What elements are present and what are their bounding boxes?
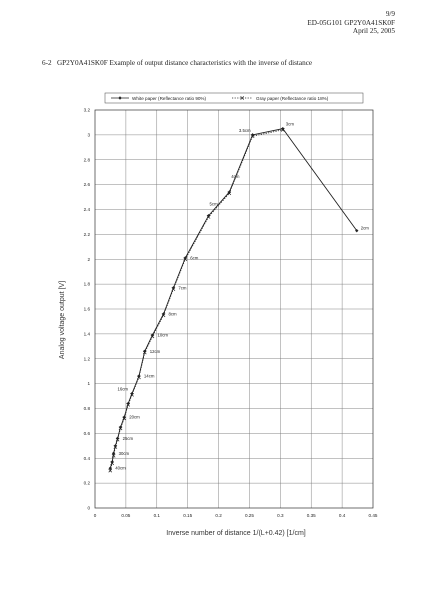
legend-white-paper: White paper (Reflectance ratio 90%) [132, 96, 207, 101]
point-label: 25cm [123, 436, 134, 441]
point-label: 7cm [178, 285, 187, 290]
y-tick-label: 2.8 [84, 157, 91, 162]
series [108, 126, 359, 473]
point-label: 5cm [210, 202, 219, 207]
x-tick-label: 0.25 [245, 513, 254, 518]
series-gray-paper [108, 128, 285, 473]
data-point [171, 287, 176, 291]
x-axis-label: Inverse number of distance 1/(L+0.42) [1… [166, 530, 306, 537]
data-point [108, 466, 112, 470]
y-tick-label: 0.2 [84, 481, 91, 486]
point-label: 20cm [129, 415, 140, 420]
data-point [280, 128, 285, 132]
data-point [111, 451, 116, 455]
plot-frame [94, 109, 374, 509]
point-label: 2cm [361, 226, 370, 231]
legend-marker-gray-paper [240, 96, 245, 100]
x-tick-label: 0.3 [277, 513, 284, 518]
legend: White paper (Reflectance ratio 90%) Gray… [104, 92, 364, 104]
document-date: April 25, 2005 [352, 27, 395, 36]
data-point [142, 350, 147, 355]
y-tick-label: 2 [87, 257, 90, 262]
grid [95, 110, 373, 508]
figure-caption: 6-2 GP2Y0A41SK0F Example of output dista… [42, 59, 312, 67]
x-tick-label: 0.35 [307, 513, 316, 518]
data-point [150, 334, 155, 339]
page-number: 9/9 [385, 10, 395, 18]
y-tick-label: 2.2 [84, 232, 91, 237]
data-point [130, 392, 134, 397]
data-point [126, 402, 131, 407]
point-label: 30cm [119, 451, 130, 456]
data-point [137, 375, 141, 380]
y-tick-label: 1.2 [84, 356, 91, 361]
series-line [109, 128, 358, 469]
data-point [115, 437, 120, 442]
legend-gray-paper: Gray paper (Reflectance ratio 18%) [256, 96, 329, 101]
data-point [281, 126, 285, 131]
y-tick-label: 1.8 [84, 282, 91, 287]
point-label: 10cm [157, 333, 168, 338]
point-label: 12cm [150, 349, 161, 354]
data-point [118, 426, 123, 431]
y-tick-label: 1 [87, 381, 90, 386]
point-label: 4cm [231, 174, 240, 179]
legend-frame [104, 92, 364, 104]
data-point [108, 468, 113, 473]
data-point [206, 215, 211, 219]
figure-title: GP2Y0A41SK0F Example of output distance … [56, 59, 313, 67]
data-point [355, 228, 359, 233]
point-label: 3cm [286, 122, 295, 127]
x-tick-label: 0.4 [339, 513, 346, 518]
y-tick-label: 0.6 [84, 431, 91, 436]
x-tick-label: 0.45 [369, 513, 378, 518]
data-point [161, 313, 166, 318]
y-tick-label: 2.4 [84, 207, 91, 212]
data-point [250, 134, 255, 138]
y-tick-label: 3 [87, 132, 90, 137]
page-header: 9/9 ED-05G101 GP2Y0A41SK0F April 25, 200… [307, 10, 395, 36]
x-tick-label: 0 [94, 513, 97, 518]
point-label: 8cm [169, 311, 178, 316]
y-tick-label: 2.6 [84, 182, 91, 187]
x-tick-label: 0.1 [154, 513, 161, 518]
data-point [113, 445, 118, 449]
x-tick-label: 0.15 [183, 513, 192, 518]
data-point [110, 461, 115, 466]
y-tick-label: 0 [87, 506, 90, 511]
y-axis-label: Analog voltage output [V] [59, 281, 66, 359]
point-label: 16cm [117, 387, 128, 392]
y-tick-label: 1.6 [84, 307, 91, 312]
data-point [227, 191, 232, 196]
point-label: 14cm [144, 374, 155, 379]
y-tick-label: 0.4 [84, 456, 91, 461]
point-labels: 40cm 30cm 25cm 20cm 16cm 14cm 12cm 10cm 8cm 7cm 6c… [115, 122, 369, 471]
y-tick-label: 3.2 [84, 108, 91, 113]
y-tick-label: 1.4 [84, 331, 91, 336]
axis-ticks: 0 0.05 0.1 0.15 0.2 0.25 0.3 0.35 0.4 0.45 0 0.2 0.4… [84, 108, 378, 518]
x-tick-label: 0.05 [121, 513, 130, 518]
document-id: ED-05G101 GP2Y0A41SK0F [307, 18, 395, 27]
point-label: 6cm [190, 256, 199, 261]
data-point [122, 416, 127, 421]
point-label: 40cm [115, 466, 126, 471]
figure-number: 6-2 [42, 59, 52, 67]
x-tick-label: 0.2 [215, 513, 222, 518]
legend-marker-white-paper [118, 96, 122, 100]
y-tick-label: 0.8 [84, 406, 91, 411]
data-point [111, 453, 116, 458]
data-point [183, 257, 188, 262]
point-label: 3.5cm [239, 128, 251, 133]
